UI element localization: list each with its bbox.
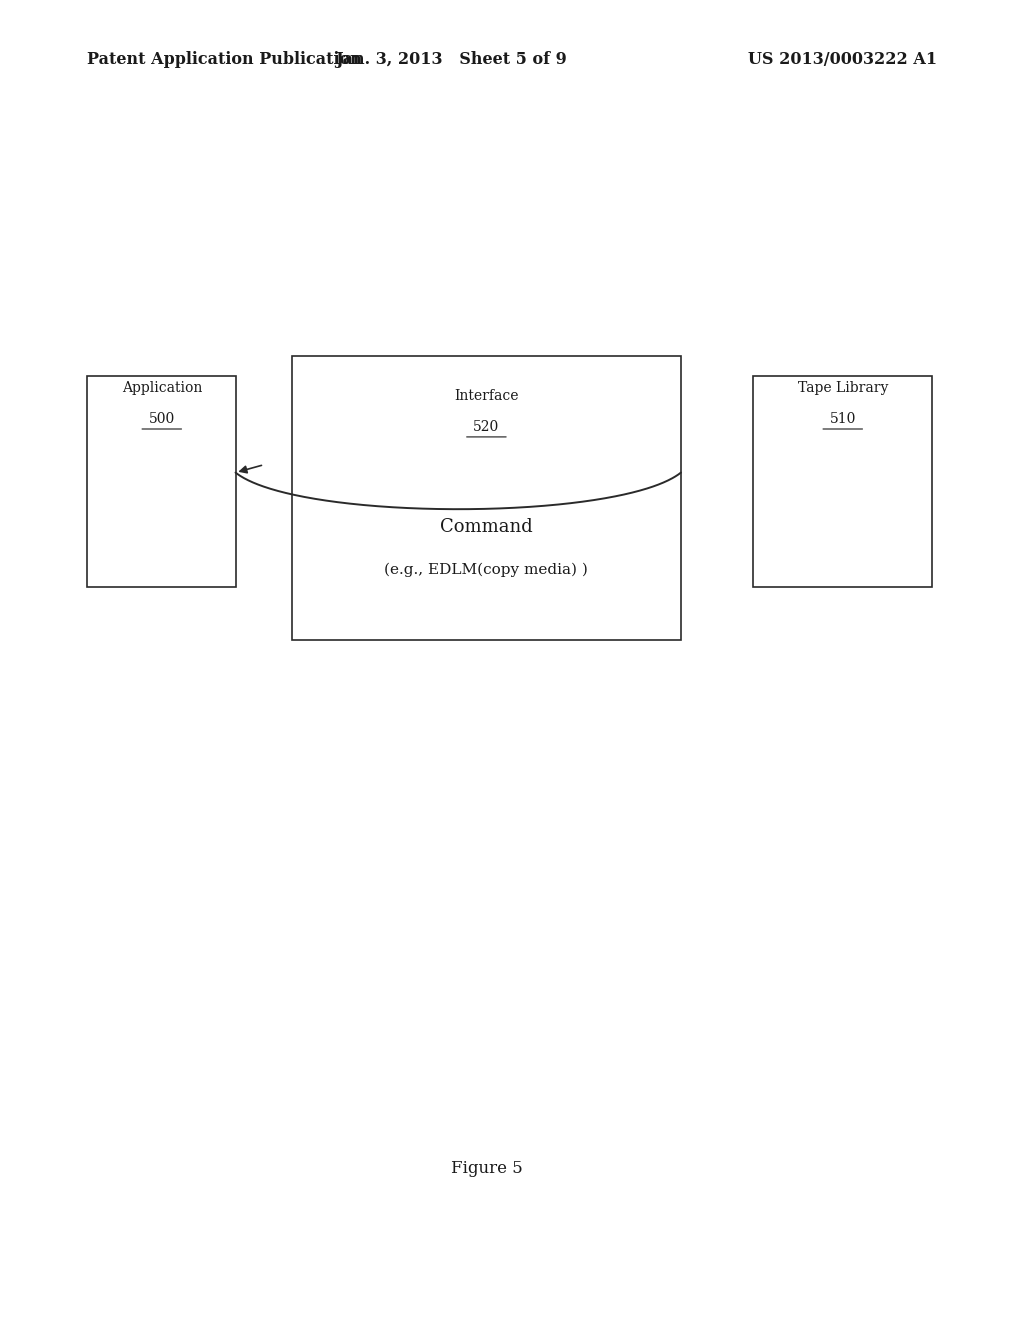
Text: Tape Library: Tape Library [798, 381, 888, 395]
Text: Jan. 3, 2013   Sheet 5 of 9: Jan. 3, 2013 Sheet 5 of 9 [335, 51, 566, 67]
Text: Figure 5: Figure 5 [451, 1160, 522, 1176]
Text: 510: 510 [829, 412, 856, 426]
Text: Patent Application Publication: Patent Application Publication [87, 51, 361, 67]
Text: Interface: Interface [455, 389, 518, 403]
FancyBboxPatch shape [292, 356, 681, 640]
Text: Application: Application [122, 381, 202, 395]
Text: US 2013/0003222 A1: US 2013/0003222 A1 [748, 51, 937, 67]
FancyBboxPatch shape [753, 376, 932, 587]
Text: 500: 500 [148, 412, 175, 426]
Text: (e.g., EDLM(copy media) ): (e.g., EDLM(copy media) ) [384, 562, 589, 577]
FancyBboxPatch shape [87, 376, 236, 587]
Text: 520: 520 [473, 420, 500, 434]
Text: Command: Command [440, 517, 532, 536]
